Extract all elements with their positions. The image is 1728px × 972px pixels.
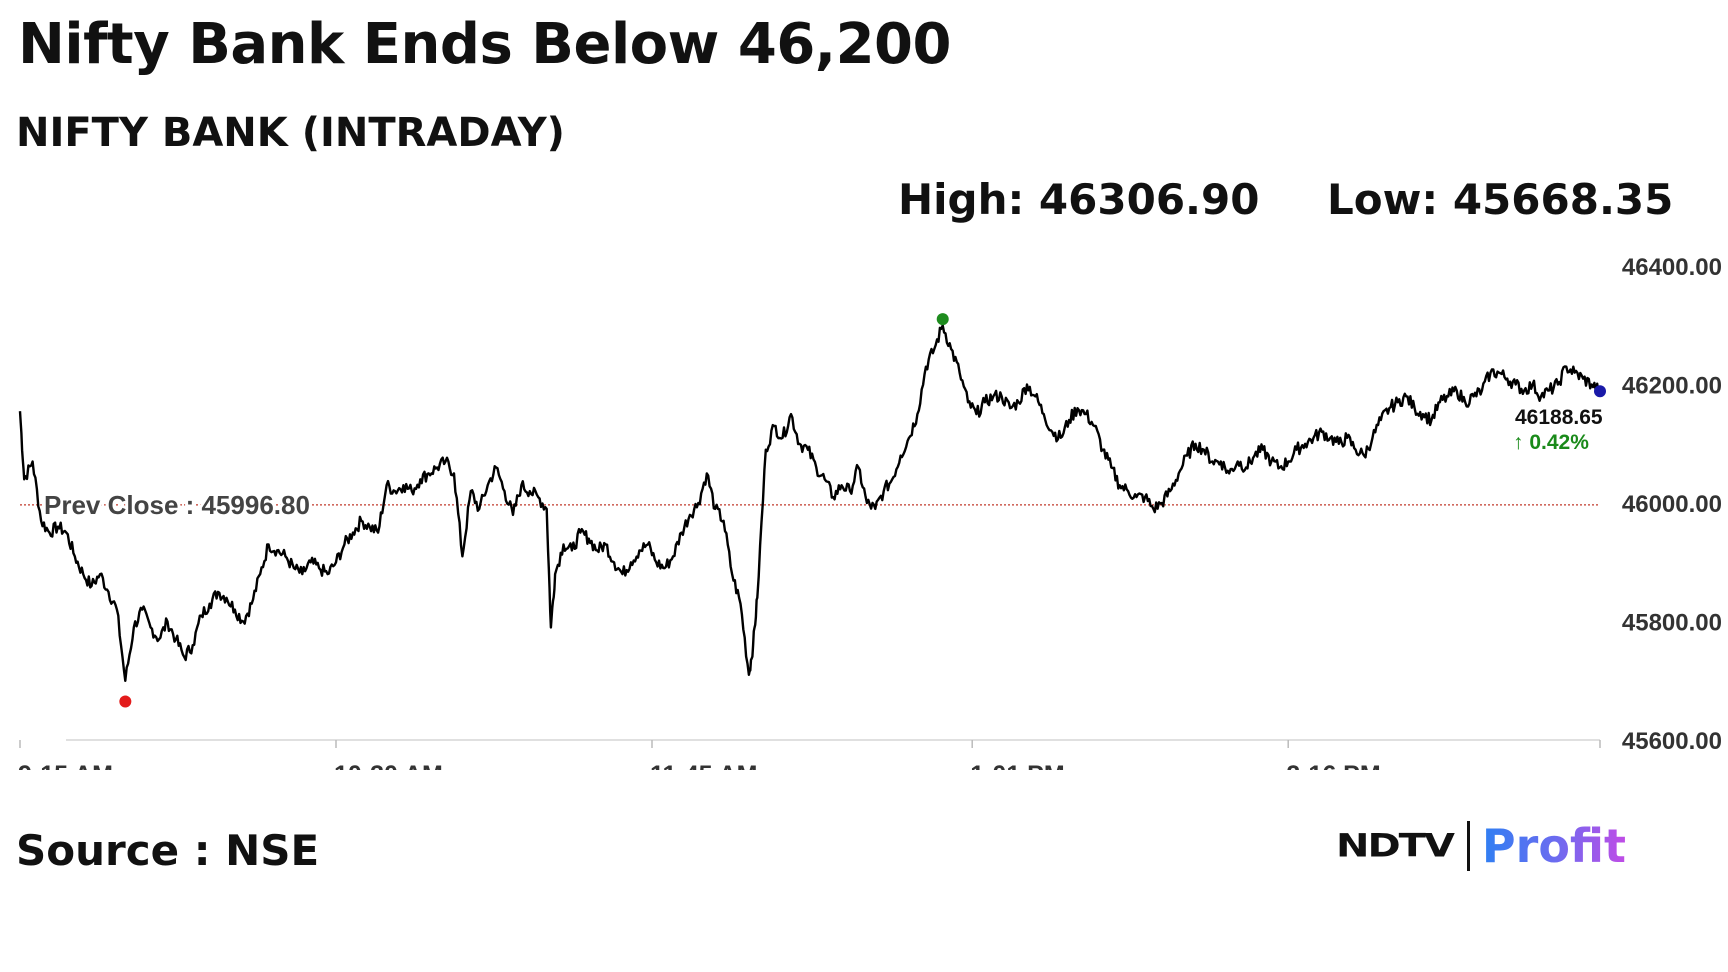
logo-divider xyxy=(1466,821,1470,871)
low-marker xyxy=(119,695,132,708)
high-marker xyxy=(936,313,949,326)
price-series-line xyxy=(18,324,1602,682)
x-tick-label: 10:30 AM xyxy=(334,761,443,770)
y-tick-label: 46400.00 xyxy=(1622,254,1722,281)
intraday-line-chart: 46400.00 46200.00 46000.00 45800.00 45600.00… xyxy=(18,254,1722,770)
last-price-label: 46188.65 xyxy=(1515,406,1603,429)
y-tick-label: 46200.00 xyxy=(1622,373,1722,400)
last-price-marker xyxy=(1594,385,1606,398)
y-tick-label: 46000.00 xyxy=(1622,491,1722,518)
ndtv-profit-logo: NDTV Profit xyxy=(1336,818,1626,874)
logo-profit-text: Profit xyxy=(1481,819,1627,873)
x-tick-label: 1:01 PM xyxy=(970,761,1064,770)
chart-subtitle: NIFTY BANK (INTRADAY) xyxy=(16,110,565,156)
x-tick-label: 2:16 PM xyxy=(1286,761,1380,770)
y-axis-ticks: 46400.00 46200.00 46000.00 45800.00 45600.00 xyxy=(1622,254,1722,755)
change-percent-label: ↑ 0.42% xyxy=(1513,431,1589,454)
x-tick-label: 11:45 AM xyxy=(650,761,757,770)
logo-ndtv-text: NDTV xyxy=(1336,827,1455,865)
x-tick-label: 9:15 AM xyxy=(18,761,113,770)
y-tick-label: 45600.00 xyxy=(1622,728,1722,755)
headline: Nifty Bank Ends Below 46,200 xyxy=(18,12,951,77)
source-note: Source : NSE xyxy=(16,826,320,875)
prev-close-label: Prev Close : 45996.80 xyxy=(44,490,310,520)
x-axis: 9:15 AM 10:30 AM 11:45 AM 1:01 PM 2:16 PM xyxy=(18,740,1601,770)
high-value: High: 46306.90 xyxy=(898,175,1260,224)
low-value: Low: 45668.35 xyxy=(1327,175,1674,224)
y-tick-label: 45800.00 xyxy=(1622,610,1722,637)
